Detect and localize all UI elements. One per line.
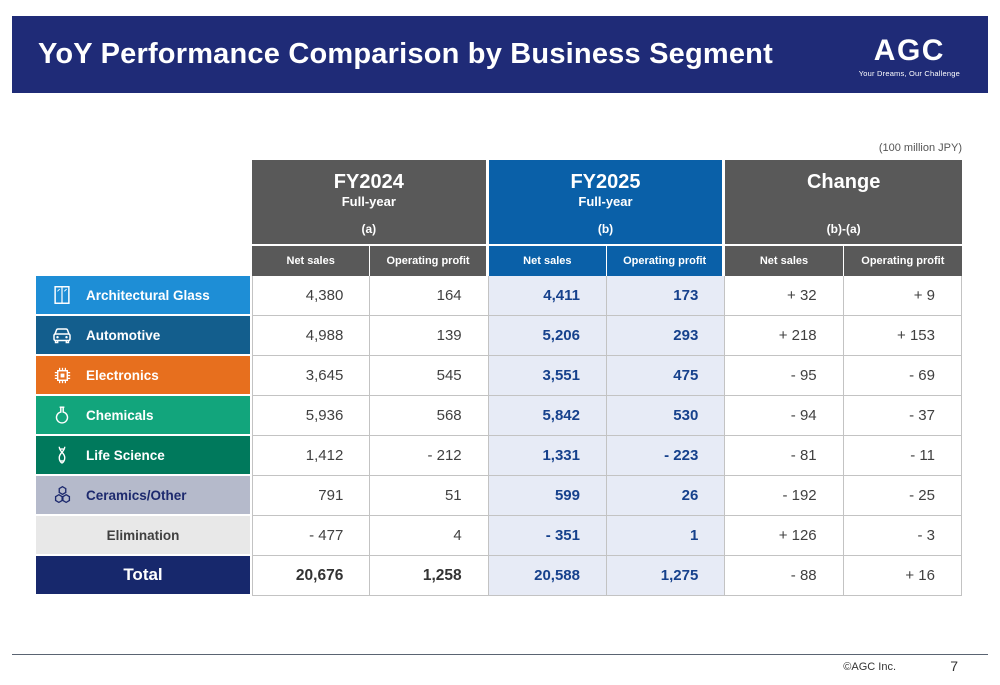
segment-performance-table: FY2024 Full-year (a) FY2025 Full-year (b… <box>36 160 962 596</box>
column-group-fy2024: FY2024 Full-year (a) <box>252 160 489 246</box>
cell-change-operating-profit: + 153 <box>843 316 962 356</box>
cell-fy2025-operating-profit: 530 <box>607 396 726 436</box>
blocks-icon <box>49 482 75 508</box>
segment-name: Total <box>123 565 163 584</box>
flask-icon <box>49 402 75 428</box>
group-key: (a) <box>361 222 377 236</box>
cell-change-net-sales: + 32 <box>725 276 844 316</box>
cell-change-net-sales: - 192 <box>725 476 844 516</box>
cell-fy2025-net-sales: 3,551 <box>488 356 607 396</box>
footer-divider <box>12 654 988 655</box>
cell-fy2025-operating-profit: 475 <box>607 356 726 396</box>
group-title: FY2025 <box>570 171 641 193</box>
segment-name: Chemicals <box>86 407 154 423</box>
cell-change-net-sales: - 88 <box>725 556 844 596</box>
cell-fy2024-operating-profit: - 212 <box>370 436 489 476</box>
segment-label-total: Total <box>36 556 252 596</box>
cell-fy2024-net-sales: 3,645 <box>252 356 371 396</box>
segment-name: Life Science <box>86 447 165 463</box>
group-title: Change <box>806 171 881 193</box>
cell-change-operating-profit: - 11 <box>843 436 962 476</box>
cell-fy2024-net-sales: 20,676 <box>252 556 371 596</box>
dna-icon <box>49 442 75 468</box>
cell-fy2024-operating-profit: 164 <box>370 276 489 316</box>
cell-fy2025-net-sales: 4,411 <box>488 276 607 316</box>
cell-fy2025-net-sales: 5,842 <box>488 396 607 436</box>
footer-copyright: ©AGC Inc. <box>843 661 896 673</box>
cell-fy2025-operating-profit: 1 <box>607 516 726 556</box>
subheader-change-net-sales: Net sales <box>725 246 844 276</box>
table-corner-sub <box>36 246 252 276</box>
cell-fy2024-net-sales: - 477 <box>252 516 371 556</box>
agc-logo: AGC Your Dreams, Our Challenge <box>858 33 960 78</box>
subheader-fy2024-net-sales: Net sales <box>252 246 371 276</box>
agc-logo-tagline: Your Dreams, Our Challenge <box>858 68 960 78</box>
cell-fy2024-net-sales: 791 <box>252 476 371 516</box>
group-key: (b)-(a) <box>826 222 861 236</box>
segment-name: Electronics <box>86 367 159 383</box>
segment-name: Architectural Glass <box>86 287 210 303</box>
chip-icon <box>49 362 75 388</box>
cell-fy2025-net-sales: 599 <box>488 476 607 516</box>
segment-name: Ceramics/Other <box>86 487 187 503</box>
group-key: (b) <box>597 222 614 236</box>
segment-name: Automotive <box>86 327 161 343</box>
cell-fy2025-operating-profit: 1,275 <box>607 556 726 596</box>
subheader-fy2025-net-sales: Net sales <box>488 246 607 276</box>
cell-change-operating-profit: + 16 <box>843 556 962 596</box>
cell-fy2025-net-sales: 20,588 <box>488 556 607 596</box>
subheader-fy2024-operating-profit: Operating profit <box>370 246 489 276</box>
cell-change-operating-profit: + 9 <box>843 276 962 316</box>
window-icon <box>49 282 75 308</box>
column-group-change: Change (b)-(a) <box>725 160 962 246</box>
segment-label-chemicals: Chemicals <box>36 396 252 436</box>
unit-note: (100 million JPY) <box>878 142 962 154</box>
cell-fy2024-operating-profit: 139 <box>370 316 489 356</box>
cell-fy2024-operating-profit: 1,258 <box>370 556 489 596</box>
cell-change-operating-profit: - 3 <box>843 516 962 556</box>
cell-fy2025-net-sales: - 351 <box>488 516 607 556</box>
cell-fy2025-operating-profit: - 223 <box>607 436 726 476</box>
cell-fy2025-net-sales: 5,206 <box>488 316 607 356</box>
cell-fy2024-net-sales: 4,380 <box>252 276 371 316</box>
segment-label-automotive: Automotive <box>36 316 252 356</box>
column-group-fy2025: FY2025 Full-year (b) <box>488 160 726 246</box>
cell-change-operating-profit: - 37 <box>843 396 962 436</box>
segment-label-life-science: Life Science <box>36 436 252 476</box>
cell-change-net-sales: - 81 <box>725 436 844 476</box>
segment-label-ceramics-other: Ceramics/Other <box>36 476 252 516</box>
cell-fy2024-operating-profit: 568 <box>370 396 489 436</box>
cell-change-operating-profit: - 69 <box>843 356 962 396</box>
cell-change-net-sales: - 94 <box>725 396 844 436</box>
subheader-fy2025-operating-profit: Operating profit <box>607 246 726 276</box>
cell-change-net-sales: + 126 <box>725 516 844 556</box>
segment-name: Elimination <box>106 527 180 543</box>
cell-fy2024-net-sales: 5,936 <box>252 396 371 436</box>
cell-fy2025-net-sales: 1,331 <box>488 436 607 476</box>
cell-fy2024-operating-profit: 4 <box>370 516 489 556</box>
cell-fy2024-operating-profit: 545 <box>370 356 489 396</box>
cell-change-net-sales: - 95 <box>725 356 844 396</box>
cell-fy2025-operating-profit: 293 <box>607 316 726 356</box>
cell-fy2024-net-sales: 4,988 <box>252 316 371 356</box>
page-number: 7 <box>950 658 958 674</box>
subheader-change-operating-profit: Operating profit <box>843 246 962 276</box>
slide-title-bar: YoY Performance Comparison by Business S… <box>12 16 988 93</box>
agc-logo-text: AGC <box>873 33 945 67</box>
cell-fy2025-operating-profit: 173 <box>607 276 726 316</box>
cell-fy2024-operating-profit: 51 <box>370 476 489 516</box>
cell-fy2025-operating-profit: 26 <box>607 476 726 516</box>
group-title: FY2024 <box>333 171 404 193</box>
group-subtitle: Full-year <box>341 194 396 209</box>
cell-change-net-sales: + 218 <box>725 316 844 356</box>
segment-label-elimination: Elimination <box>36 516 252 556</box>
group-subtitle: Full-year <box>578 194 633 209</box>
table-corner-top <box>36 160 252 246</box>
car-icon <box>49 322 75 348</box>
segment-label-electronics: Electronics <box>36 356 252 396</box>
cell-change-operating-profit: - 25 <box>843 476 962 516</box>
page-title: YoY Performance Comparison by Business S… <box>38 38 773 70</box>
segment-label-architectural-glass: Architectural Glass <box>36 276 252 316</box>
cell-fy2024-net-sales: 1,412 <box>252 436 371 476</box>
